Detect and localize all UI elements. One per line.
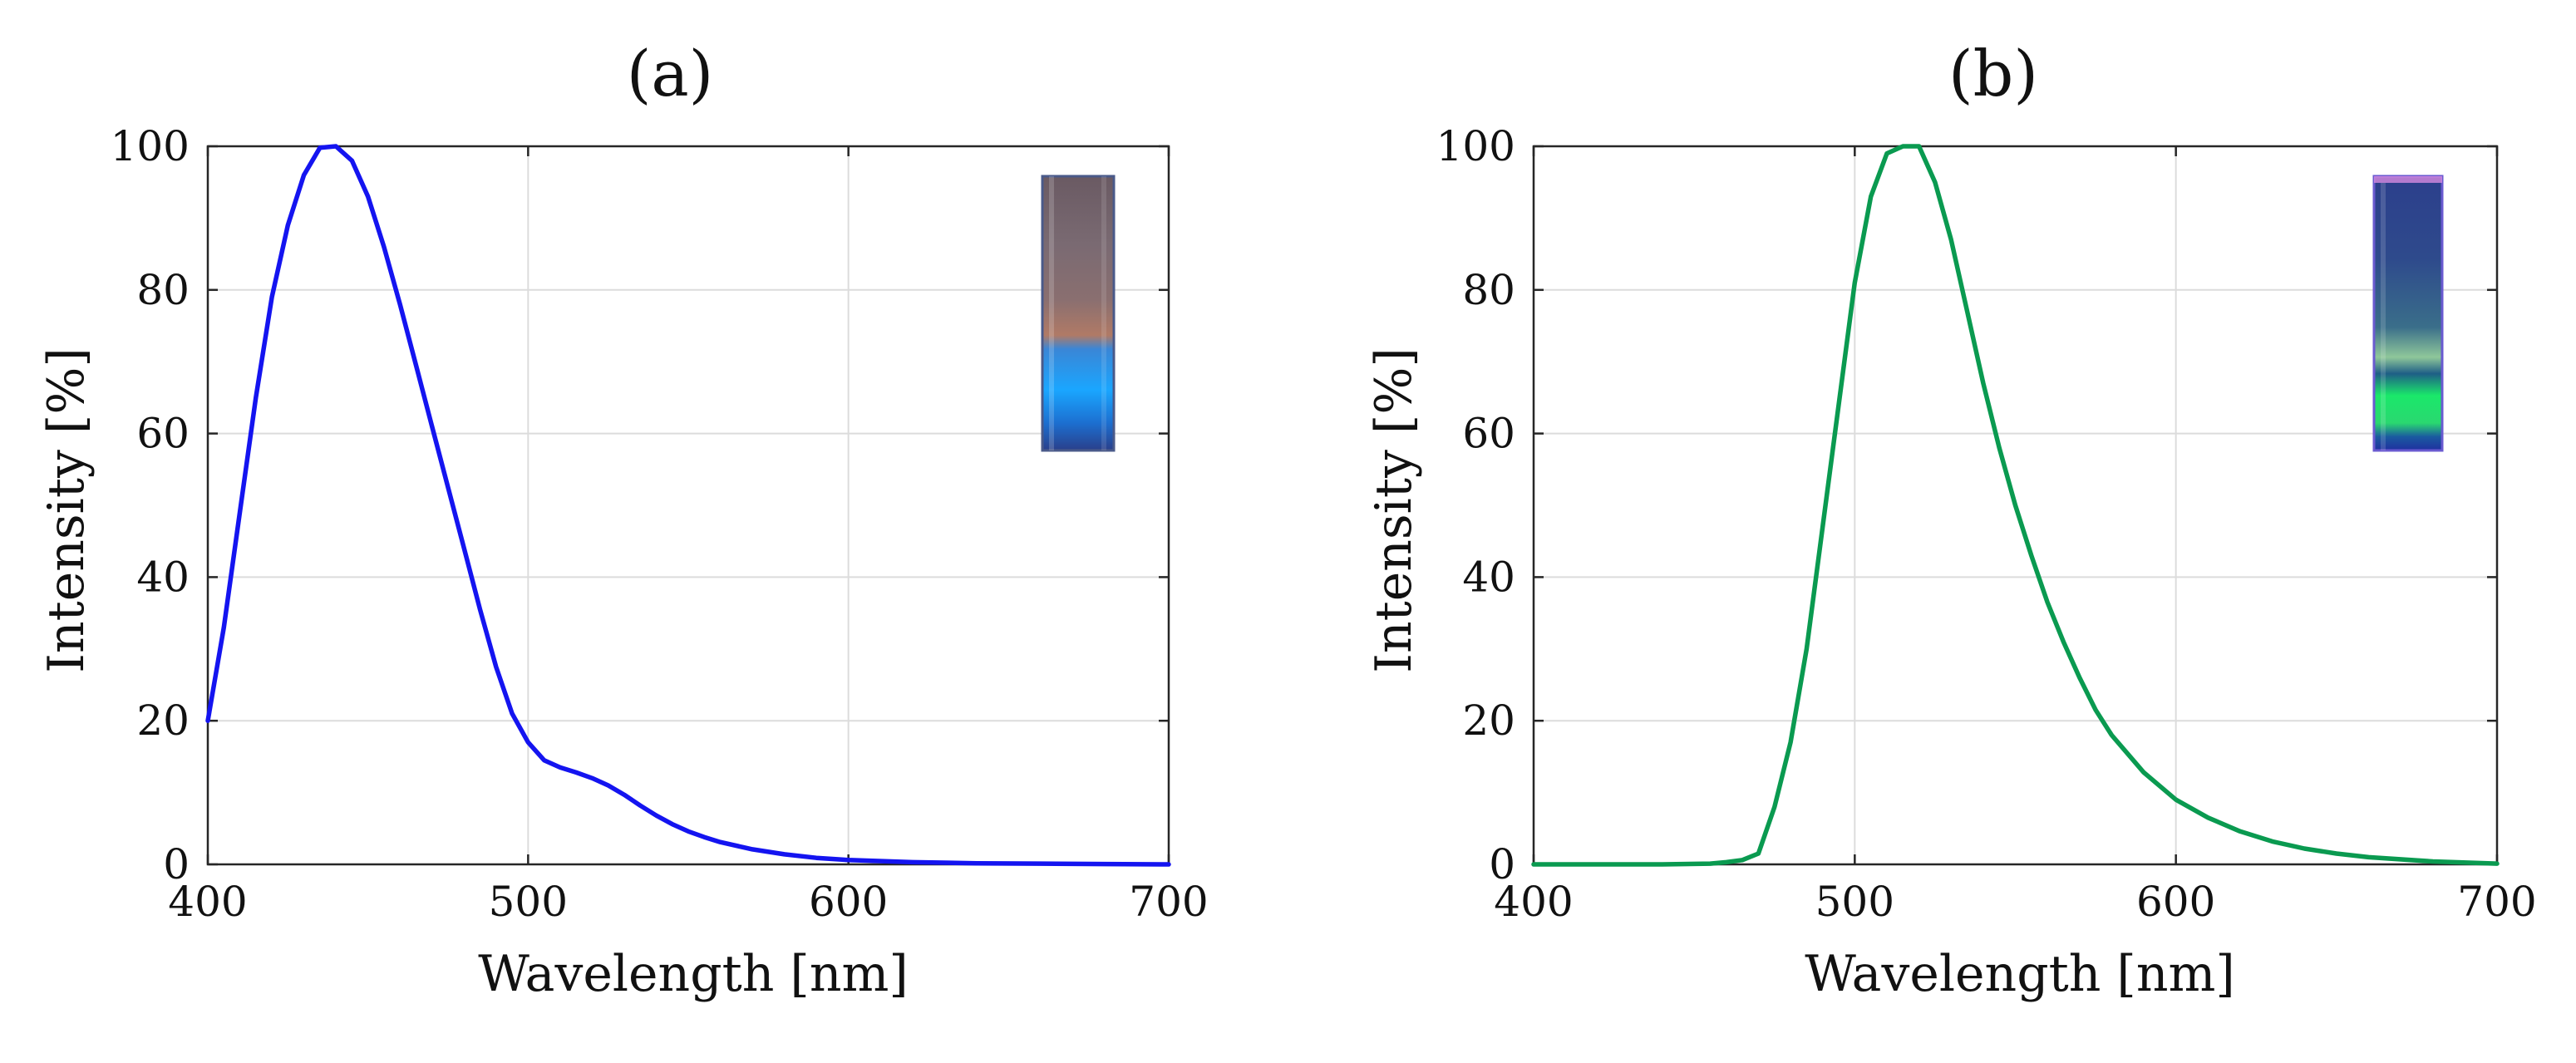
panel-title-b: (b) xyxy=(1948,37,2038,111)
y-tick-label-b: 100 xyxy=(1436,122,1515,170)
y-tick-label-b: 60 xyxy=(1462,410,1515,458)
plot-frame-a xyxy=(206,145,1170,866)
y-tick-label-a: 40 xyxy=(136,553,190,601)
ticks-a: 400 500 600 700 0 20 40 60 80 100 xyxy=(111,122,1209,926)
cuvette-photo-a xyxy=(1041,175,1116,452)
x-tick-label-a: 500 xyxy=(489,878,568,926)
y-tick-label-a: 0 xyxy=(163,840,190,888)
panel-a: (a) 400 500 600 700 0 20 40 60 80 100 xyxy=(37,37,1209,1003)
spectrum-line-b xyxy=(1531,144,2500,867)
ticks-b: 400 500 600 700 0 20 40 60 80 100 xyxy=(1436,122,2537,926)
x-axis-label-b: Wavelength [nm] xyxy=(1805,945,2235,1003)
x-tick-label-a: 700 xyxy=(1129,878,1208,926)
y-tick-label-a: 60 xyxy=(136,410,190,458)
x-axis-label-a: Wavelength [nm] xyxy=(478,945,909,1003)
y-tick-label-b: 80 xyxy=(1462,266,1515,314)
y-tick-label-b: 40 xyxy=(1462,553,1515,601)
gridlines-b xyxy=(1534,146,2497,864)
x-tick-label-a: 600 xyxy=(809,878,888,926)
x-tick-label-b: 400 xyxy=(1494,878,1573,926)
y-tick-label-b: 0 xyxy=(1489,840,1515,888)
y-axis-label-a: Intensity [%] xyxy=(37,347,96,673)
y-tick-label-a: 20 xyxy=(136,696,190,745)
y-axis-label-b: Intensity [%] xyxy=(1365,347,1423,673)
x-tick-label-b: 500 xyxy=(1815,878,1894,926)
x-tick-label-a: 400 xyxy=(168,878,247,926)
panel-b: (b) 400 500 600 700 0 20 40 60 80 100 xyxy=(1365,37,2537,1003)
gridlines-a xyxy=(208,146,1169,864)
y-tick-label-a: 100 xyxy=(111,122,190,170)
cuvette-photo-b xyxy=(2372,175,2444,452)
x-tick-label-b: 600 xyxy=(2136,878,2215,926)
x-tick-label-b: 700 xyxy=(2457,878,2536,926)
plot-frame-b xyxy=(1532,145,2499,866)
panel-title-a: (a) xyxy=(627,37,714,111)
y-tick-label-a: 80 xyxy=(136,266,190,314)
spectrum-line-a xyxy=(205,144,1171,867)
y-tick-label-b: 20 xyxy=(1462,696,1515,745)
